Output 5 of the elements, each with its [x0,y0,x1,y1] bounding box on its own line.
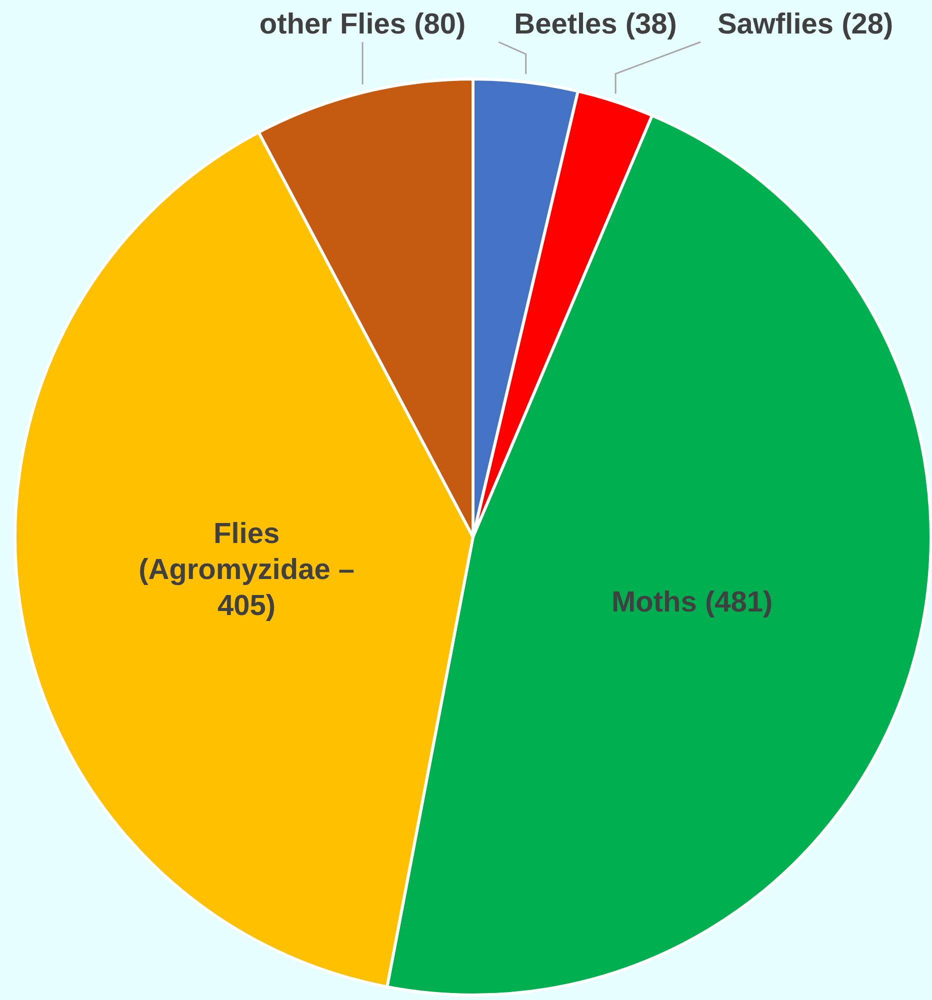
slice-label: Moths (481) [612,586,773,618]
slice-label: Beetles (38) [514,8,677,41]
slice-label: other Flies (80) [259,8,466,41]
slice-label: Flies (Agromyzidae – 405) [138,518,355,622]
slice-label: Sawflies (28) [717,8,894,41]
